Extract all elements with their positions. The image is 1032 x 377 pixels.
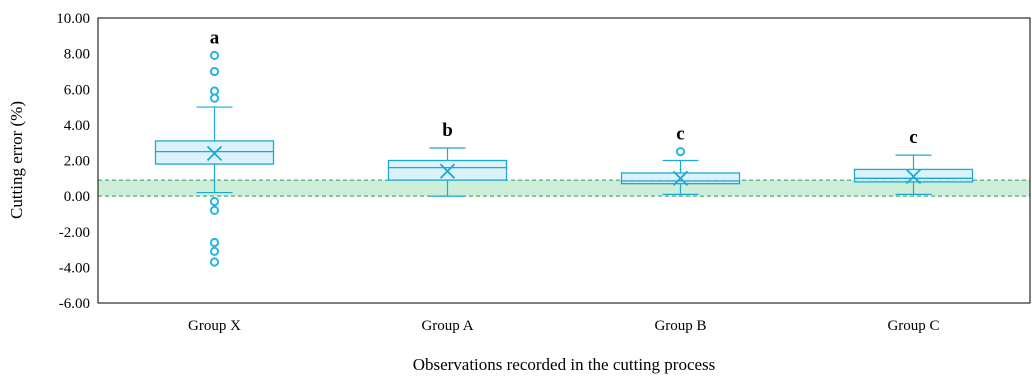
y-tick-label: 8.00	[64, 47, 90, 63]
x-category-label: Group A	[421, 318, 473, 334]
significance-letter: b	[442, 120, 453, 141]
y-tick-label: -2.00	[59, 225, 90, 241]
y-tick-label: 4.00	[64, 118, 90, 134]
y-tick-label: 2.00	[64, 154, 90, 170]
mean-marker	[439, 163, 456, 179]
mean-marker	[206, 145, 223, 162]
y-tick-label: 10.00	[56, 11, 90, 27]
outlier-point	[209, 66, 220, 77]
plot-area	[97, 17, 1031, 304]
outlier-point	[209, 257, 220, 267]
x-category-label: Group C	[887, 318, 939, 334]
reference-band-fill	[98, 180, 1030, 197]
y-tick-label: 6.00	[64, 82, 90, 98]
outlier-point	[209, 237, 220, 248]
significance-letter: c	[909, 127, 917, 148]
outlier-point	[209, 246, 220, 256]
x-axis-categories: Group X Group A Group B Group C	[188, 318, 940, 334]
y-tick-label: -6.00	[59, 296, 90, 312]
x-category-label: Group X	[188, 318, 241, 334]
y-tick-label: -4.00	[59, 260, 90, 276]
significance-letter: c	[676, 124, 684, 145]
box-group-c: c	[853, 127, 974, 195]
box-group-b: c	[620, 124, 741, 195]
outlier-point	[209, 205, 220, 215]
y-tick-label: 0.00	[64, 189, 90, 205]
box-group-a: b	[387, 120, 508, 197]
mean-marker	[672, 170, 689, 186]
box-group-x: a	[154, 27, 275, 267]
outlier-point	[675, 146, 686, 157]
significance-letter: a	[210, 27, 220, 48]
x-category-label: Group B	[654, 318, 706, 334]
mean-marker	[905, 168, 922, 185]
y-axis-ticks: 10.00 8.00 6.00 4.00 2.00 0.00 -2.00 -4.00 -6.00	[56, 11, 90, 312]
outlier-point	[209, 86, 220, 96]
outlier-point	[209, 93, 220, 103]
reference-band	[98, 179, 1030, 197]
x-axis-title: Observations recorded in the cutting pro…	[413, 355, 716, 374]
boxes: a b c c	[154, 27, 974, 267]
y-axis-title: Cutting error (%)	[7, 101, 26, 219]
outlier-point	[209, 50, 220, 61]
outlier-point	[209, 196, 220, 207]
